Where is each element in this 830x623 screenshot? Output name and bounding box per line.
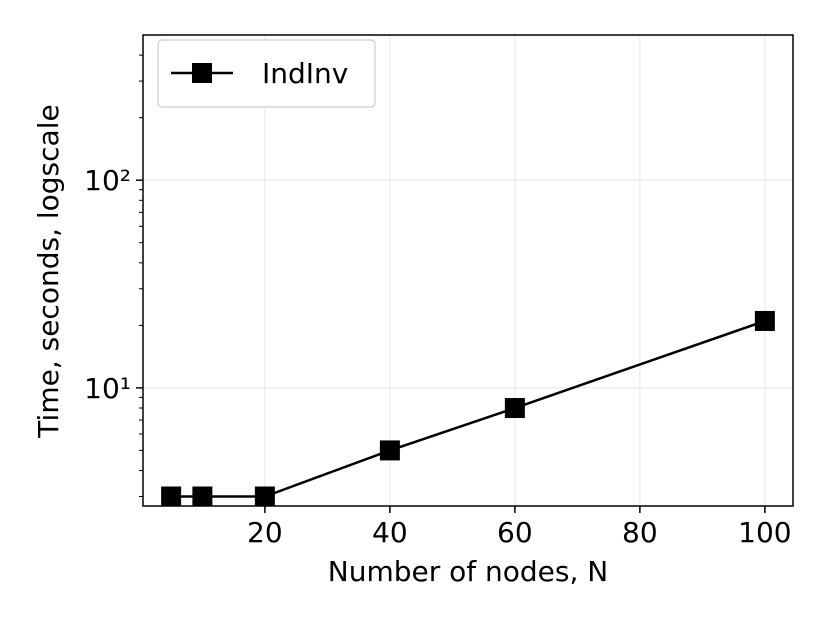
x-tick-label: 80 bbox=[622, 516, 658, 549]
x-axis-label: Number of nodes, N bbox=[328, 555, 608, 588]
legend: IndInv bbox=[157, 39, 376, 108]
x-tick-label: 20 bbox=[247, 516, 283, 549]
series-line bbox=[171, 319, 766, 498]
marker bbox=[379, 440, 400, 461]
x-tick-label: 100 bbox=[738, 516, 791, 549]
y-axis-label: Time, seconds, logscale bbox=[32, 104, 65, 438]
marker bbox=[754, 310, 775, 331]
x-tick-label: 60 bbox=[497, 516, 533, 549]
legend-marker bbox=[192, 63, 212, 83]
legend-box bbox=[157, 39, 376, 108]
x-tick-label: 40 bbox=[372, 516, 408, 549]
plot-frame bbox=[142, 34, 794, 507]
marker bbox=[504, 398, 525, 419]
marker bbox=[254, 486, 275, 507]
y-tick-label: 10¹ bbox=[84, 372, 131, 405]
marker bbox=[161, 486, 182, 507]
legend-label: IndInv bbox=[262, 57, 348, 90]
y-tick-label: 10² bbox=[84, 164, 131, 197]
marker bbox=[192, 486, 213, 507]
